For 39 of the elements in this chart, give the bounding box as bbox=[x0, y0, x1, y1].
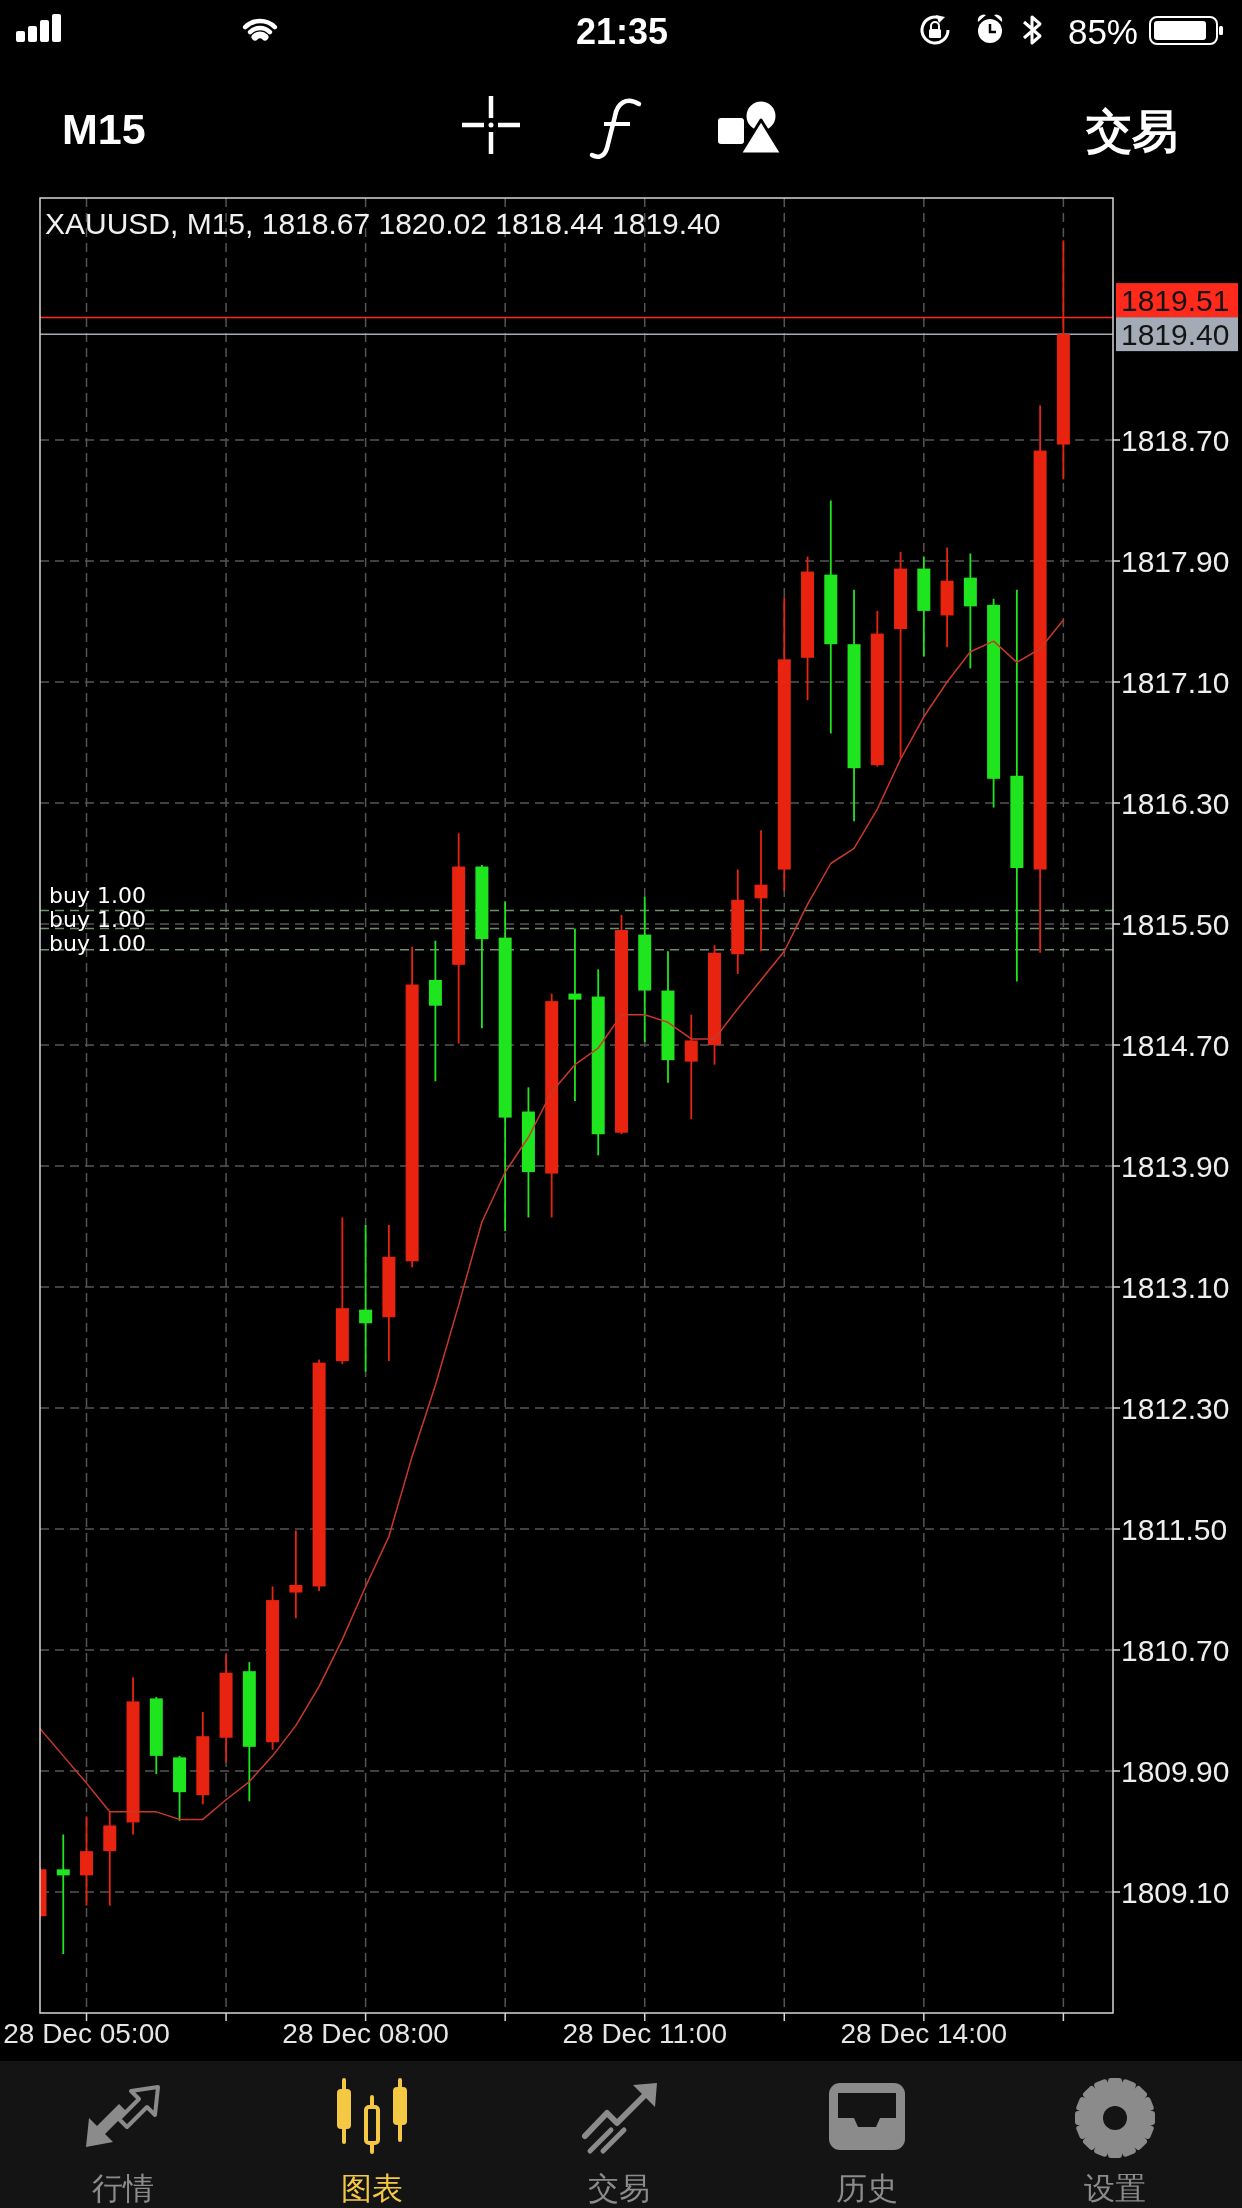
text: 图表 bbox=[341, 2170, 403, 2206]
y-tick-label: 1813.10 bbox=[1121, 1271, 1230, 1304]
y-tick-label: 1809.10 bbox=[1121, 1876, 1230, 1909]
y-tick-label: 1818.70 bbox=[1121, 424, 1230, 457]
ref-line-label: 1819.51 bbox=[1121, 284, 1230, 318]
text: 交易 bbox=[1085, 104, 1178, 158]
text: M15 bbox=[62, 105, 146, 153]
candlestick bbox=[754, 829, 768, 953]
candlestick bbox=[684, 1013, 698, 1121]
y-tick-label: 1810.70 bbox=[1121, 1634, 1230, 1667]
chart-title: XAUUSD, M15, 1818.67 1820.02 1818.44 1819.40 bbox=[45, 207, 721, 240]
y-tick-label: 1809.90 bbox=[1121, 1755, 1230, 1788]
ref-line-label: buy 1.00 bbox=[49, 907, 146, 933]
text: 21:35 bbox=[575, 11, 669, 52]
y-tick-label: 1812.30 bbox=[1121, 1392, 1230, 1425]
ref-line-label: buy 1.00 bbox=[49, 883, 146, 909]
candlestick bbox=[56, 1833, 70, 1955]
y-tick-label: 1813.90 bbox=[1121, 1150, 1230, 1183]
line-series bbox=[40, 619, 1065, 1821]
y-tick-label: 1815.50 bbox=[1121, 908, 1230, 941]
x-tick-label: 28 Dec 08:00 bbox=[282, 2018, 449, 2049]
y-tick-label: 1816.30 bbox=[1121, 787, 1230, 820]
y-tick-label: 1811.50 bbox=[1121, 1513, 1228, 1546]
text: 交易 bbox=[588, 2170, 650, 2206]
candlestick bbox=[568, 927, 582, 1102]
text: 行情 bbox=[92, 2170, 154, 2206]
y-tick-label: 1817.90 bbox=[1121, 545, 1230, 578]
y-tick-label: 1814.70 bbox=[1121, 1029, 1230, 1062]
text: 85% bbox=[1067, 12, 1138, 51]
candlestick bbox=[289, 1529, 303, 1620]
text: 设置 bbox=[1084, 2170, 1146, 2206]
text: 历史 bbox=[836, 2170, 898, 2206]
x-tick-label: 28 Dec 05:00 bbox=[3, 2018, 170, 2049]
x-tick-label: 28 Dec 11:00 bbox=[562, 2018, 727, 2049]
x-tick-label: 28 Dec 14:00 bbox=[840, 2018, 1008, 2049]
y-tick-label: 1817.10 bbox=[1121, 666, 1230, 699]
ref-line-label: 1819.40 bbox=[1121, 318, 1230, 352]
ref-line-label: buy 1.00 bbox=[49, 931, 146, 957]
candlestick bbox=[359, 1224, 373, 1373]
